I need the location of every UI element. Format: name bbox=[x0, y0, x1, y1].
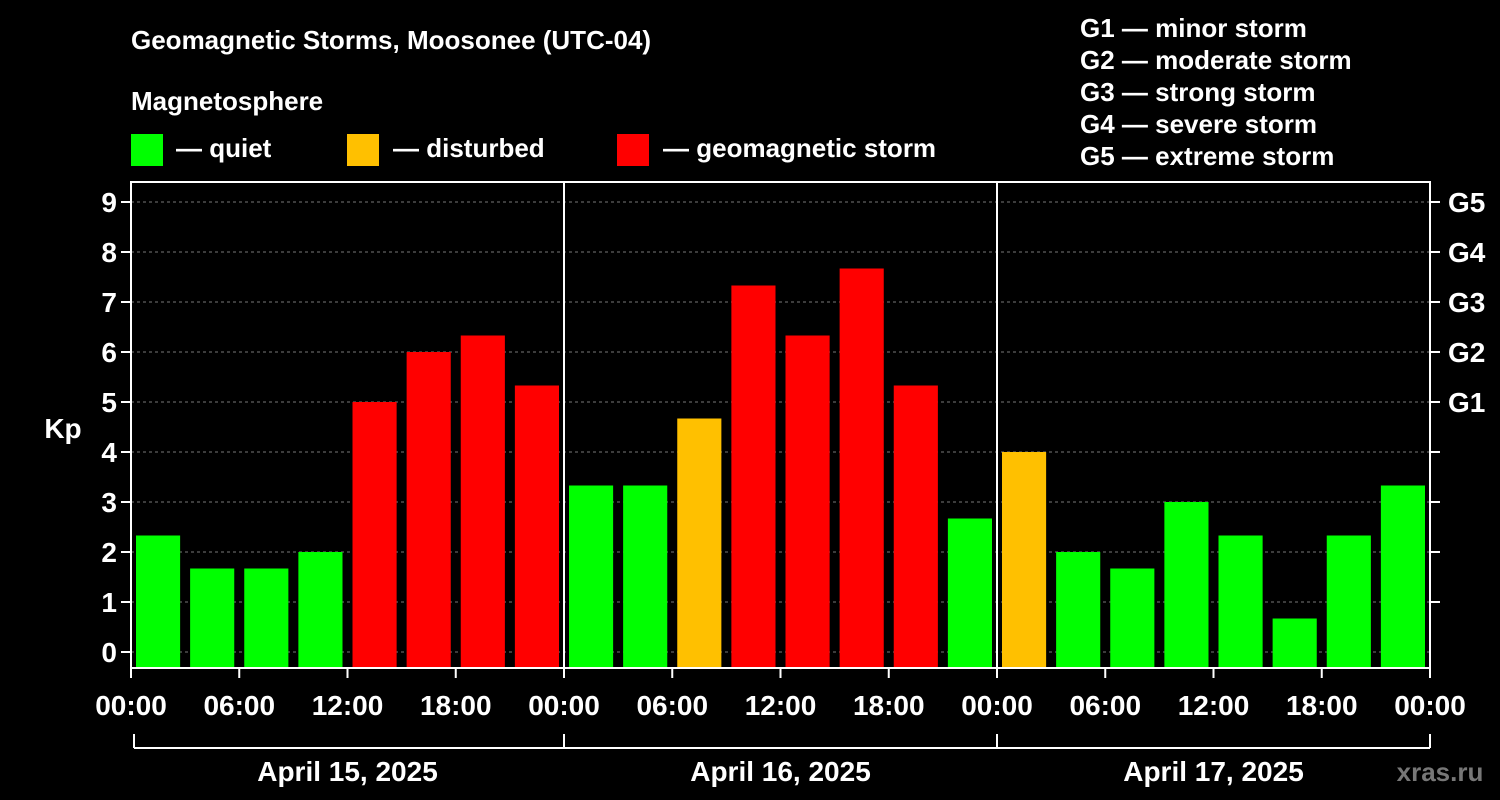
x-tick-label: 12:00 bbox=[1178, 690, 1250, 721]
scale-legend-g3: G3 — strong storm bbox=[1080, 77, 1315, 107]
kp-bar bbox=[1164, 502, 1209, 668]
kp-bar bbox=[1110, 568, 1155, 668]
kp-bar bbox=[1380, 485, 1425, 668]
x-tick-label: 00:00 bbox=[95, 690, 167, 721]
y-tick-label: 9 bbox=[101, 187, 117, 218]
legend-swatch-disturbed bbox=[347, 134, 379, 166]
scale-legend-g4: G4 — severe storm bbox=[1080, 109, 1317, 139]
kp-bar bbox=[514, 385, 559, 668]
legend-label-storm: — geomagnetic storm bbox=[663, 133, 936, 163]
kp-bar bbox=[677, 418, 722, 668]
kp-bar bbox=[569, 485, 614, 668]
kp-bar bbox=[352, 402, 397, 668]
y-ticks: 0 1 2 3 4 5 6 7 8 9 bbox=[101, 187, 131, 668]
y-tick-label: 1 bbox=[101, 587, 117, 618]
storm-scale-label: G2 bbox=[1448, 337, 1485, 368]
day-label: April 16, 2025 bbox=[690, 756, 871, 787]
kp-bar bbox=[460, 335, 505, 668]
kp-bar bbox=[731, 285, 776, 668]
y-tick-label: 6 bbox=[101, 337, 117, 368]
kp-bar bbox=[298, 552, 343, 668]
grid-lines bbox=[131, 201, 1430, 653]
x-tick-label: 12:00 bbox=[312, 690, 384, 721]
scale-legend-g5: G5 — extreme storm bbox=[1080, 141, 1334, 171]
legend-label-quiet: — quiet bbox=[176, 133, 272, 163]
storm-scale-label: G1 bbox=[1448, 387, 1485, 418]
x-tick-label: 18:00 bbox=[853, 690, 925, 721]
x-tick-label: 12:00 bbox=[745, 690, 817, 721]
kp-bar bbox=[839, 268, 884, 668]
legend-heading: Magnetosphere bbox=[131, 86, 323, 116]
chart-title: Geomagnetic Storms, Moosonee (UTC-04) bbox=[131, 25, 651, 55]
kp-bar bbox=[136, 535, 181, 668]
y-tick-label: 5 bbox=[101, 387, 117, 418]
storm-scale-label: G3 bbox=[1448, 287, 1485, 318]
y-tick-label: 8 bbox=[101, 237, 117, 268]
storm-scale-label: G5 bbox=[1448, 187, 1485, 218]
watermark: xras.ru bbox=[1397, 757, 1484, 787]
x-tick-label: 06:00 bbox=[636, 690, 708, 721]
kp-bar bbox=[1218, 535, 1263, 668]
y-tick-label: 7 bbox=[101, 287, 117, 318]
x-tick-label: 18:00 bbox=[1286, 690, 1358, 721]
day-dividers bbox=[563, 182, 998, 668]
bars bbox=[136, 268, 1425, 668]
kp-bar bbox=[785, 335, 830, 668]
kp-bar bbox=[1272, 618, 1317, 668]
kp-bar bbox=[190, 568, 235, 668]
legend-swatch-storm bbox=[617, 134, 649, 166]
x-tick-label: 00:00 bbox=[961, 690, 1033, 721]
kp-bar bbox=[1056, 552, 1101, 668]
x-tick-label: 00:00 bbox=[1394, 690, 1466, 721]
x-tick-label: 06:00 bbox=[203, 690, 275, 721]
y-axis-label: Kp bbox=[44, 413, 81, 444]
kp-bar bbox=[244, 568, 289, 668]
scale-legend-g1: G1 — minor storm bbox=[1080, 13, 1307, 43]
y-tick-label: 0 bbox=[101, 637, 117, 668]
y-tick-label: 4 bbox=[101, 437, 117, 468]
legend-swatch-quiet bbox=[131, 134, 163, 166]
kp-bar bbox=[947, 518, 992, 668]
x-ticks: 00:00 06:00 12:00 18:00 00:00 06:00 12:00 18:00… bbox=[95, 668, 1466, 721]
kp-bar bbox=[1326, 535, 1371, 668]
kp-bar bbox=[893, 385, 938, 668]
y-tick-label: 3 bbox=[101, 487, 117, 518]
kp-bar bbox=[623, 485, 668, 668]
y-tick-label: 2 bbox=[101, 537, 117, 568]
day-label: April 15, 2025 bbox=[257, 756, 438, 787]
kp-bar bbox=[1002, 452, 1047, 668]
day-label: April 17, 2025 bbox=[1123, 756, 1304, 787]
x-tick-label: 06:00 bbox=[1069, 690, 1141, 721]
storm-scale-label: G4 bbox=[1448, 237, 1486, 268]
day-bracket: April 15, 2025 April 16, 2025 April 17, 20… bbox=[133, 734, 1431, 787]
x-tick-label: 00:00 bbox=[528, 690, 600, 721]
kp-bar bbox=[406, 352, 451, 668]
storm-scale-ticks: G1 G2 G3 G4 G5 bbox=[1430, 187, 1486, 603]
scale-legend-g2: G2 — moderate storm bbox=[1080, 45, 1352, 75]
legend-label-disturbed: — disturbed bbox=[393, 133, 545, 163]
x-tick-label: 18:00 bbox=[420, 690, 492, 721]
